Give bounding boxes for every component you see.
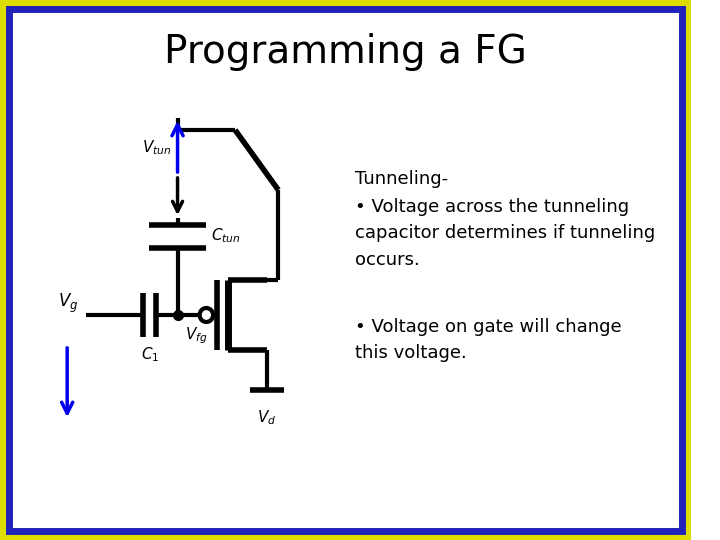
Text: $V_g$: $V_g$	[58, 292, 78, 315]
Text: $C_{tun}$: $C_{tun}$	[211, 227, 240, 245]
Text: Tunneling-: Tunneling-	[355, 170, 449, 188]
Text: $V_d$: $V_d$	[257, 408, 276, 427]
Text: $V_{tun}$: $V_{tun}$	[143, 139, 172, 157]
Text: • Voltage across the tunneling
capacitor determines if tunneling
occurs.: • Voltage across the tunneling capacitor…	[355, 198, 655, 269]
Text: $V_{fg}$: $V_{fg}$	[185, 325, 208, 346]
Text: • Voltage on gate will change
this voltage.: • Voltage on gate will change this volta…	[355, 318, 622, 362]
Text: $C_1$: $C_1$	[140, 345, 159, 364]
Text: Programming a FG: Programming a FG	[164, 33, 527, 71]
